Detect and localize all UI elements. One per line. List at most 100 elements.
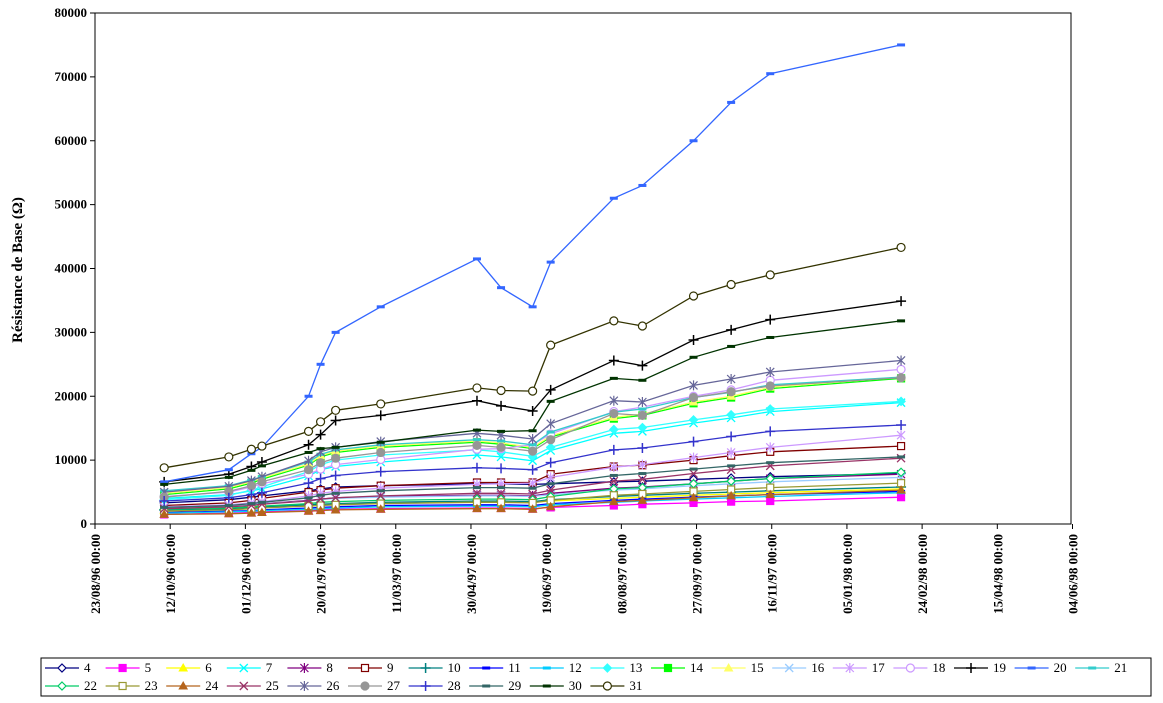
data-point — [765, 270, 775, 280]
data-point — [304, 394, 313, 398]
data-point — [896, 355, 906, 366]
legend-marker — [178, 680, 189, 690]
legend-label: 23 — [145, 678, 158, 693]
data-point — [223, 492, 234, 503]
data-point — [766, 461, 775, 465]
legend-label: 14 — [690, 660, 704, 675]
data-point — [897, 455, 906, 459]
data-point — [608, 424, 619, 435]
data-point — [688, 392, 699, 403]
data-point — [766, 335, 775, 339]
data-point — [375, 466, 386, 477]
data-point — [497, 429, 506, 433]
legend-label: 13 — [629, 660, 642, 675]
data-point — [528, 443, 537, 447]
legend-label: 26 — [326, 678, 340, 693]
x-tick-label: 11/03/97 00:00 — [389, 534, 404, 613]
legend-label: 20 — [1054, 660, 1067, 675]
data-point — [726, 431, 737, 442]
legend-item-30: 30 — [529, 678, 582, 693]
data-point — [315, 429, 326, 440]
data-point — [608, 355, 619, 366]
data-point — [496, 503, 506, 513]
data-point — [527, 504, 538, 513]
data-point — [896, 485, 906, 494]
data-point — [528, 478, 538, 489]
data-point — [528, 434, 538, 445]
legend-marker — [239, 681, 249, 691]
legend-marker — [57, 681, 67, 691]
data-point — [224, 468, 233, 472]
legend-label: 9 — [387, 660, 394, 675]
data-point — [689, 380, 698, 391]
series-line-25 — [164, 457, 902, 510]
data-point — [765, 489, 776, 499]
data-point — [609, 462, 619, 473]
x-tick-label: 30/04/97 00:00 — [464, 534, 479, 614]
legend-marker — [542, 666, 551, 670]
data-point — [896, 430, 906, 441]
data-point — [376, 491, 386, 501]
data-point — [896, 396, 906, 407]
data-point — [765, 404, 776, 414]
legend-label: 29 — [508, 678, 521, 693]
data-point — [765, 442, 775, 453]
data-point — [726, 447, 736, 458]
x-tick-label: 15/04/98 00:00 — [990, 534, 1005, 614]
legend-label: 7 — [266, 660, 273, 675]
data-point — [546, 482, 555, 486]
data-point — [496, 463, 507, 474]
data-point — [375, 504, 386, 513]
data-point — [545, 501, 556, 511]
y-tick-label: 10000 — [55, 452, 88, 467]
data-point — [528, 486, 537, 490]
data-point — [546, 418, 556, 429]
data-point — [896, 364, 906, 375]
data-point — [608, 496, 619, 506]
legend-label: 5 — [145, 660, 152, 675]
data-point — [223, 508, 234, 518]
data-point — [546, 435, 556, 445]
data-point — [472, 503, 482, 513]
data-point — [545, 384, 556, 395]
legend-marker — [118, 681, 127, 691]
data-point — [896, 419, 907, 430]
data-point — [331, 330, 340, 334]
data-point — [637, 495, 648, 504]
data-point — [609, 408, 619, 419]
data-point — [637, 396, 647, 407]
x-tick-label: 19/06/97 00:00 — [539, 534, 554, 614]
data-point — [304, 450, 313, 454]
data-point — [528, 305, 537, 309]
data-point — [637, 474, 647, 484]
data-point — [224, 475, 233, 479]
data-point — [316, 493, 325, 497]
legend-item-11: 11 — [469, 660, 521, 675]
x-tick-label: 20/01/97 00:00 — [314, 534, 329, 614]
data-point — [224, 503, 233, 507]
x-tick-label: 27/09/97 00:00 — [690, 534, 705, 614]
data-point — [609, 476, 619, 486]
data-point — [726, 279, 736, 290]
legend-label: 21 — [1114, 660, 1127, 675]
data-point — [246, 489, 257, 500]
data-point — [638, 472, 647, 476]
legend-marker — [57, 663, 67, 673]
data-point — [376, 305, 385, 309]
series-24 — [159, 485, 906, 518]
x-axis-ticks: 23/08/96 00:00 12/10/96 00:00 01/12/96 00:… — [88, 524, 1081, 614]
legend-item-29: 29 — [469, 678, 521, 693]
legend-marker — [966, 663, 976, 673]
series-27 — [159, 373, 906, 502]
data-point — [331, 493, 341, 503]
legend-marker — [178, 662, 189, 672]
data-point — [528, 489, 538, 499]
data-point — [765, 314, 776, 325]
data-point — [637, 459, 647, 470]
data-point — [315, 505, 326, 515]
data-point — [376, 440, 385, 444]
y-tick-label: 50000 — [55, 197, 88, 212]
legend-item-5: 5 — [105, 660, 152, 675]
